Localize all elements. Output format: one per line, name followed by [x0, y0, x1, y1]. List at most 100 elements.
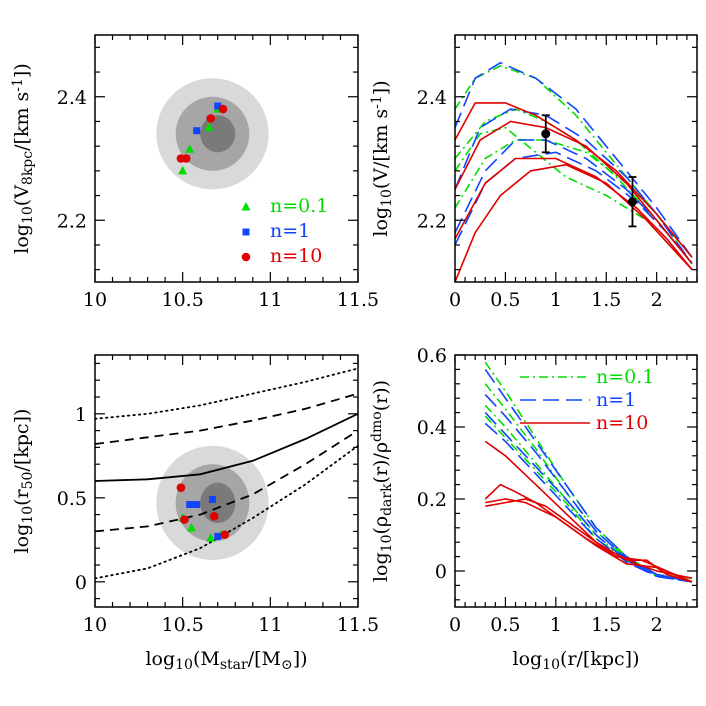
- y-tick-label: 2.4: [417, 87, 447, 109]
- y-axis-title: log10(ρdark(r)/ρdmo(r)): [369, 380, 394, 582]
- y-tick-label: 1: [75, 404, 87, 426]
- x-tick-label: 2: [651, 614, 663, 636]
- legend-label: n=10: [270, 245, 322, 267]
- y-axis-label-bl: log10(r50/[kpc]): [11, 409, 36, 554]
- data-point-circle-2: [181, 154, 191, 163]
- y-axis-title: log10(r50/[kpc]): [11, 409, 36, 554]
- legend-label: n=0.1: [270, 195, 328, 217]
- series-line-6: [484, 394, 693, 583]
- series-line-12: [455, 163, 693, 282]
- x-tick-label: 1.5: [591, 614, 621, 636]
- x-tick-label: 1: [550, 614, 562, 636]
- data-point-circle-2: [180, 515, 189, 524]
- legend-tl: n=0.1 n=1 n=10: [241, 195, 328, 267]
- data-point-circle-4: [218, 104, 228, 114]
- plot-area-br: [484, 361, 693, 583]
- series-line-7: [455, 139, 693, 265]
- x-tick-label: 2: [651, 289, 663, 311]
- data-point-triangle-2: [185, 144, 195, 153]
- x-tick-label: 10.5: [162, 614, 204, 636]
- data-point-square-2: [193, 127, 201, 135]
- legend-marker-square: [242, 228, 250, 236]
- legend-marker-triangle: [241, 202, 251, 211]
- x-tick-label: 0: [449, 614, 461, 636]
- x-tick-label: 1.5: [591, 289, 621, 311]
- observation-point-1: [541, 129, 551, 139]
- data-point-square-3: [208, 495, 216, 503]
- plot-area-tl: [156, 78, 269, 190]
- observation-point-2: [627, 197, 637, 207]
- series-line-6: [455, 108, 693, 264]
- y-tick-label: 2.2: [417, 210, 447, 232]
- panel-bl: 10 10.5 11 11.5 0 0.5 1 log10(r50/[kpc]) log10(M…: [11, 354, 379, 673]
- y-tick-label: 0: [435, 561, 447, 583]
- plot-area-tr: [455, 61, 693, 282]
- x-tick-label: 11: [258, 614, 282, 636]
- series-line-7: [484, 412, 693, 581]
- series-line-3: [484, 404, 693, 583]
- legend-label: n=10: [596, 412, 648, 434]
- x-tick-label: 10.5: [162, 289, 204, 311]
- plot-area-bl: [95, 367, 358, 580]
- y-tick-label: 0.5: [57, 488, 87, 510]
- y-tick-label: 0: [75, 572, 87, 594]
- relation-line-dashed-2: [95, 392, 358, 445]
- data-point-circle-4: [220, 530, 230, 540]
- series-line-10: [455, 120, 693, 265]
- x-axis-title: log10(r/[kpc]): [513, 648, 640, 673]
- series-line-5: [484, 368, 693, 583]
- ticks-bl: [94, 355, 359, 607]
- axes-frame-tl: [94, 34, 359, 283]
- ticks-tr: [454, 35, 698, 282]
- x-tick-label: 0.5: [490, 614, 520, 636]
- legend-label: n=1: [596, 389, 636, 411]
- x-tick-label: 0.5: [490, 289, 520, 311]
- y-tick-label: 0.6: [417, 345, 447, 367]
- data-point-square-4: [214, 532, 222, 540]
- x-tick-label: 1: [550, 289, 562, 311]
- legend-marker-circle: [241, 252, 251, 262]
- data-point-circle-3: [209, 511, 219, 521]
- series-line-9: [484, 440, 693, 583]
- y-axis-label-br: log10(ρdark(r)/ρdmo(r)): [369, 380, 394, 582]
- data-point-square-1: [186, 501, 194, 509]
- ticks-br: [454, 354, 698, 607]
- series-line-8: [484, 422, 693, 583]
- data-point-triangle-1: [178, 165, 188, 175]
- series-line-11: [485, 498, 693, 579]
- legend-label: n=1: [270, 220, 310, 242]
- data-point-square-2: [193, 501, 201, 509]
- y-tick-label: 2.2: [57, 210, 87, 232]
- series-line-3: [455, 126, 693, 271]
- series-line-1: [484, 361, 693, 583]
- panel-tl: 10 10.5 11 11.5 2.2 2.4 log10(V8kpc/[km s-1]) n…: [10, 34, 379, 311]
- x-tick-label: 10: [83, 289, 107, 311]
- relation-line-dotted-4: [95, 367, 358, 420]
- data-point-circle-3: [206, 114, 216, 123]
- data-point-circle-1: [176, 483, 186, 493]
- panel-tr: 0 0.5 1 1.5 2 2.2 2.4 log10(V/[km s-1]): [369, 34, 698, 311]
- data-point-triangle-2: [186, 523, 196, 532]
- ticks-tl: [94, 35, 359, 282]
- x-tick-label: 11.5: [337, 289, 379, 311]
- series-line-4: [455, 139, 693, 258]
- x-tick-label: 11: [258, 289, 282, 311]
- series-line-5: [455, 61, 693, 258]
- y-axis-title: log10(V8kpc/[km s-1]): [10, 63, 35, 253]
- y-tick-label: 0.4: [417, 417, 447, 439]
- y-tick-label: 0.2: [417, 489, 447, 511]
- x-tick-label: 10: [83, 614, 107, 636]
- x-tick-label: 11.5: [337, 614, 379, 636]
- data-point-triangle-3: [206, 533, 216, 542]
- series-line-10: [484, 483, 693, 583]
- y-axis-label-tr: log10(V/[km s-1]): [369, 80, 394, 236]
- confidence-ellipse-3: [200, 482, 236, 523]
- x-axis-title: log10(Mstar/[M⊙]): [145, 648, 307, 673]
- panel-br: 0 0.5 1 1.5 2 0 0.2 0.4 0.6 log10(ρdark(r)/ρdmo(r…: [369, 345, 698, 673]
- x-tick-label: 0: [449, 289, 461, 311]
- data-point-triangle-3: [204, 122, 214, 132]
- y-axis-title: log10(V/[km s-1]): [369, 80, 394, 236]
- relation-line-solid-1: [95, 412, 358, 482]
- data-point-square-3: [214, 102, 222, 110]
